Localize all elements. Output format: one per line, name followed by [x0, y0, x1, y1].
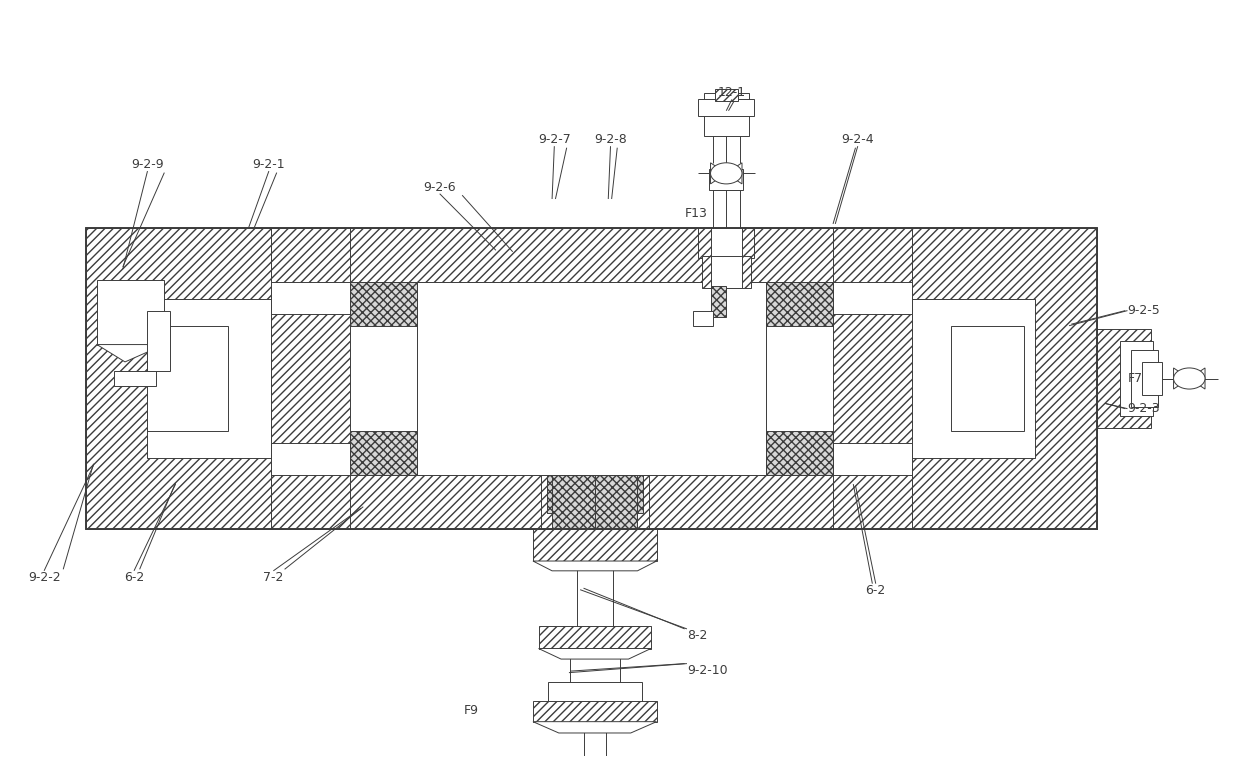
Bar	[147, 326, 228, 431]
Bar	[147, 299, 271, 458]
Bar	[701, 257, 751, 288]
Bar	[710, 169, 743, 190]
Bar	[833, 282, 912, 313]
Bar	[577, 561, 613, 628]
Text: F9: F9	[463, 704, 478, 718]
Polygon shape	[533, 721, 657, 733]
Text: 9-2-8: 9-2-8	[595, 133, 627, 146]
Bar	[693, 310, 712, 326]
Bar	[1120, 341, 1154, 416]
Bar	[833, 444, 912, 475]
Circle shape	[710, 163, 742, 184]
Bar	[704, 93, 748, 136]
Bar	[710, 286, 726, 316]
Text: 9-2-5: 9-2-5	[1127, 304, 1160, 317]
Bar	[533, 529, 657, 561]
Bar	[349, 431, 418, 475]
Circle shape	[1173, 368, 1206, 389]
Bar	[85, 228, 271, 529]
Text: 9-2-6: 9-2-6	[424, 181, 456, 194]
Bar	[147, 310, 170, 371]
Bar	[541, 475, 649, 535]
Bar	[698, 228, 755, 258]
Bar	[271, 444, 349, 475]
Polygon shape	[533, 561, 657, 571]
Text: 9-2-2: 9-2-2	[27, 571, 61, 584]
Bar	[539, 626, 650, 649]
Text: 6-2: 6-2	[866, 584, 886, 597]
Text: 9-2-10: 9-2-10	[686, 664, 727, 677]
Text: 9-2-4: 9-2-4	[841, 133, 873, 146]
Bar	[570, 648, 620, 684]
Bar	[271, 282, 282, 475]
Bar	[533, 700, 657, 721]
Text: F7: F7	[1127, 372, 1142, 385]
Bar	[1131, 350, 1157, 407]
Bar	[271, 228, 349, 529]
Polygon shape	[1173, 368, 1206, 389]
Bar	[553, 475, 595, 529]
Bar	[584, 731, 606, 757]
Bar	[766, 431, 833, 475]
Bar	[833, 228, 912, 529]
Polygon shape	[97, 344, 165, 362]
Bar	[1142, 362, 1162, 395]
Text: 9-2-7: 9-2-7	[538, 133, 571, 146]
Bar	[85, 228, 1097, 529]
Bar	[418, 282, 766, 475]
Bar	[271, 282, 349, 313]
Bar	[595, 475, 638, 529]
Bar	[85, 475, 1097, 529]
Bar	[1097, 329, 1151, 428]
Bar	[349, 282, 418, 326]
Text: 8-2: 8-2	[686, 629, 707, 642]
Bar	[766, 282, 833, 326]
Bar	[114, 371, 156, 386]
Bar	[715, 89, 737, 101]
Text: 7-2: 7-2	[263, 571, 284, 584]
Bar	[912, 228, 1097, 529]
Bar	[710, 257, 742, 288]
Text: 12-1: 12-1	[717, 86, 746, 99]
Text: F13: F13	[685, 207, 707, 220]
Bar	[698, 99, 755, 116]
Text: 9-2-9: 9-2-9	[131, 158, 164, 171]
Bar	[710, 228, 742, 258]
Bar	[85, 228, 1097, 282]
Bar	[952, 326, 1025, 431]
Text: 9-2-1: 9-2-1	[253, 158, 285, 171]
Bar	[601, 475, 643, 512]
Bar	[97, 280, 165, 344]
Text: 9-2-3: 9-2-3	[1127, 402, 1160, 415]
Text: 6-2: 6-2	[124, 571, 144, 584]
Bar	[548, 682, 642, 702]
Bar	[912, 299, 1036, 458]
Bar	[85, 228, 1097, 529]
Polygon shape	[539, 649, 650, 659]
Polygon shape	[710, 163, 742, 184]
Bar	[546, 475, 590, 512]
